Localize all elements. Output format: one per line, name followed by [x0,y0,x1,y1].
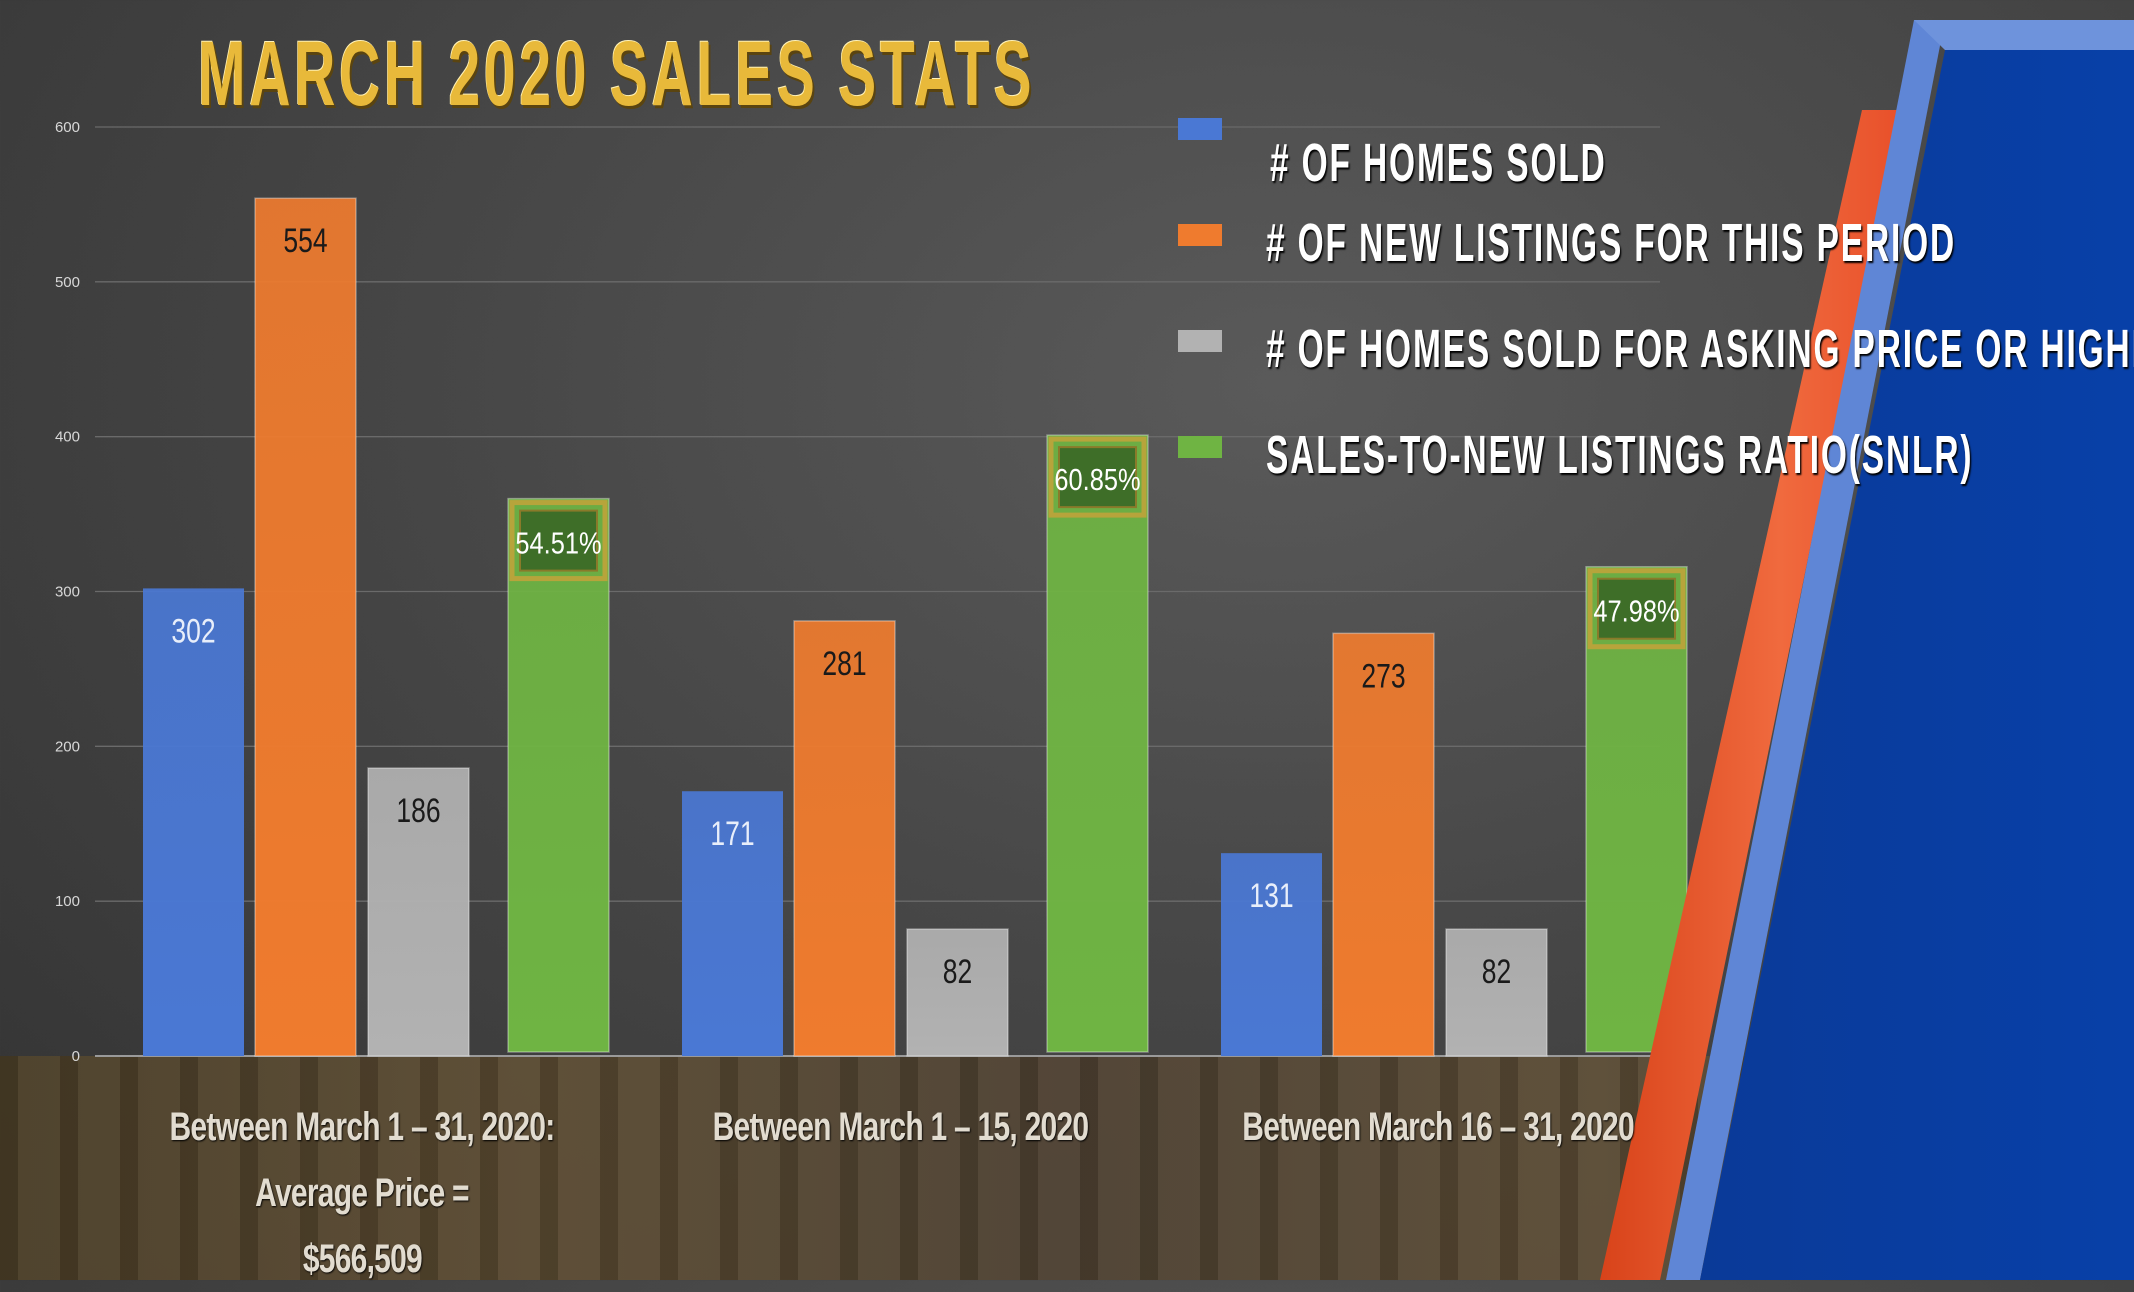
category-label-march-1-31: Between March 1 – 31, 2020: Average Pric… [62,1094,662,1292]
bar [254,197,357,1057]
data-label: 186 [396,792,440,830]
legend-swatch-gray [1178,330,1222,352]
data-label: 82 [1482,953,1512,991]
data-label: 131 [1249,877,1293,915]
data-label-box [519,509,598,572]
data-label: 273 [1361,657,1405,695]
legend-label: SALES-TO-NEW LISTINGS RATIO(SNLR) [1266,425,1974,485]
bar [367,767,470,1057]
bar [793,620,896,1057]
y-tick-label: 0 [72,1048,80,1065]
data-label: 60.85% [1054,463,1140,498]
bar [1046,434,1149,1053]
y-tick-label: 500 [55,274,80,291]
data-label: 47.98% [1593,594,1679,629]
blue-stripe-light [1666,20,1945,1280]
y-tick-label: 100 [55,893,80,910]
category-label-march-1-15: Between March 1 – 15, 2020 [600,1094,1200,1160]
category-label-march-16-31: Between March 16 – 31, 2020 [1138,1094,1738,1160]
legend-swatch-orange [1178,224,1222,246]
bar [1445,928,1548,1057]
orange-stripe [1600,110,1900,1280]
data-label: 281 [822,645,866,683]
data-label-box-outer [1587,568,1686,650]
category-label-line: Between March 1 – 31, 2020: Average Pric… [169,1105,556,1215]
y-tick-label: 600 [55,119,80,136]
y-tick-label: 300 [55,584,80,601]
y-tick-label: 400 [55,429,80,446]
bar [1332,632,1435,1057]
legend-label: # OF HOMES SOLD [1270,133,1607,193]
bar [682,791,783,1056]
legend-label: # OF HOMES SOLD FOR ASKING PRICE OR HIGH… [1266,319,2134,379]
y-tick-label: 200 [55,738,80,755]
chart-title: MARCH 2020 SALES STATS [198,23,1036,125]
legend-label: # OF NEW LISTINGS FOR THIS PERIOD [1266,213,1957,273]
data-label-box [1058,446,1137,509]
data-label: 302 [171,612,215,650]
data-label: 171 [710,815,754,853]
category-label-line: $566,509 [302,1237,422,1281]
bar [1221,853,1322,1056]
legend-swatch-green [1178,436,1222,458]
bar [906,928,1009,1057]
legend-swatch-blue [1178,118,1222,140]
data-label-box-outer [509,500,608,582]
data-label: 54.51% [515,526,601,561]
category-label-line: Between March 1 – 15, 2020 [712,1105,1088,1149]
category-label-line: Between March 16 – 31, 2020 [1242,1105,1634,1149]
data-label: 554 [283,222,327,260]
blue-panel-top-highlight [1914,20,2134,50]
data-label-box [1597,577,1676,640]
data-label: 82 [943,953,973,991]
bar [507,497,610,1053]
blue-panel [1700,50,2134,1280]
bar [143,588,244,1056]
data-label-box-outer [1048,436,1147,518]
